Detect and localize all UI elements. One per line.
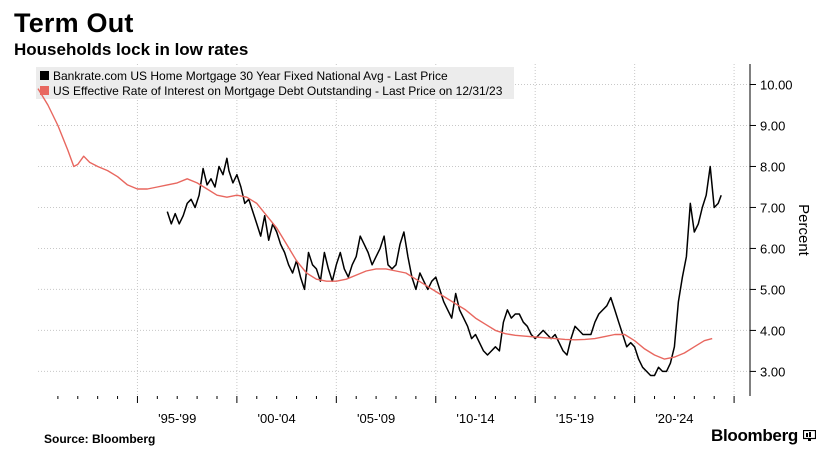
x-tick-label: '95-'99 xyxy=(158,411,196,426)
legend-background xyxy=(36,67,514,99)
y-tick-label: 6.00 xyxy=(760,241,785,256)
y-tick-label: 8.00 xyxy=(760,159,785,174)
legend-swatch-mortgage-30y xyxy=(40,71,49,80)
axes: 3.00 4.00 5.00 6.00 7.00 8.00 9.00 10.00 '95-'99… xyxy=(57,64,793,426)
y-tick-label: 9.00 xyxy=(760,118,785,133)
series xyxy=(37,88,722,377)
y-tick-label: 4.00 xyxy=(760,323,785,338)
chart-subtitle: Households lock in low rates xyxy=(14,40,249,59)
source-note: Source: Bloomberg xyxy=(44,432,156,446)
grid xyxy=(38,64,750,396)
legend-swatch-effective-rate xyxy=(40,86,49,95)
y-tick-label: 3.00 xyxy=(760,364,785,379)
y-tick-label: 10.00 xyxy=(760,77,793,92)
bloomberg-terminal-icon xyxy=(803,430,816,441)
series-line-mortgage-30y xyxy=(166,157,722,377)
y-tick-label: 7.00 xyxy=(760,200,785,215)
x-tick-label: '15-'19 xyxy=(556,411,594,426)
bloomberg-logo: Bloomberg xyxy=(710,426,798,445)
legend: Bankrate.com US Home Mortgage 30 Year Fi… xyxy=(36,67,514,99)
x-tick-label: '00-'04 xyxy=(258,411,296,426)
x-tick-label: '20-'24 xyxy=(655,411,693,426)
chart-title: Term Out xyxy=(14,8,134,38)
legend-label-effective-rate: US Effective Rate of Interest on Mortgag… xyxy=(53,84,503,98)
y-tick-label: 5.00 xyxy=(760,282,785,297)
legend-label-mortgage-30y: Bankrate.com US Home Mortgage 30 Year Fi… xyxy=(53,69,448,83)
x-tick-label: '05-'09 xyxy=(357,411,395,426)
x-tick-label: '10-'14 xyxy=(456,411,494,426)
y-axis-label: Percent xyxy=(795,204,812,257)
series-line-effective-rate xyxy=(37,88,713,360)
